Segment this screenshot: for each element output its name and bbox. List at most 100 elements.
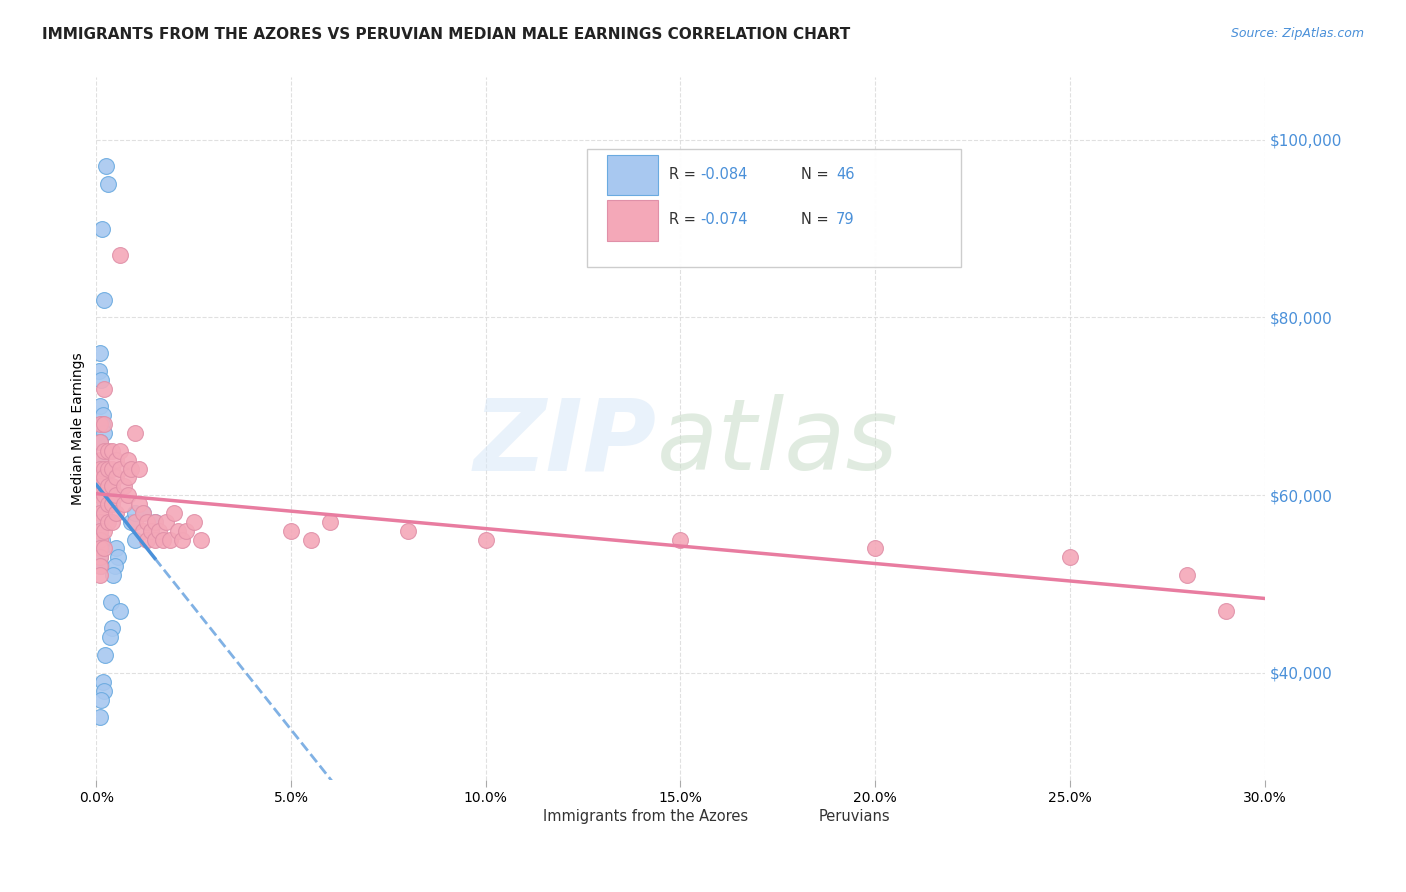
Point [101, 515, 124, 529]
FancyBboxPatch shape [782, 801, 815, 832]
Point [101, 622, 124, 636]
Point [163, 506, 186, 520]
Point [93, 382, 115, 396]
Point [101, 461, 124, 475]
Point [89, 417, 111, 431]
Point [155, 515, 177, 529]
Point [93, 425, 115, 440]
Point [104, 559, 127, 574]
Point [148, 524, 170, 538]
Point [94, 648, 117, 662]
Point [112, 497, 135, 511]
Point [90, 470, 112, 484]
Point [183, 515, 205, 529]
Point [107, 550, 129, 565]
Point [90, 559, 112, 574]
Point [174, 524, 197, 538]
Point [89, 399, 111, 413]
Point [89, 550, 111, 565]
Point [170, 533, 193, 547]
Point [93, 506, 115, 520]
Point [97, 443, 120, 458]
Point [474, 533, 496, 547]
Point [91, 533, 114, 547]
Point [89, 568, 111, 582]
Point [159, 533, 181, 547]
Point [152, 533, 174, 547]
Point [89, 434, 111, 449]
Point [124, 425, 146, 440]
Point [90, 452, 112, 467]
Point [128, 461, 150, 475]
Point [863, 541, 886, 556]
Point [89, 479, 111, 493]
Point [93, 506, 115, 520]
Point [89, 488, 111, 502]
Point [101, 497, 124, 511]
Point [89, 550, 111, 565]
Point [93, 417, 115, 431]
Point [143, 533, 166, 547]
Point [89, 461, 111, 475]
Point [89, 559, 111, 574]
Point [112, 479, 135, 493]
Point [93, 470, 115, 484]
Point [117, 470, 139, 484]
Text: N =: N = [801, 212, 832, 227]
Point [89, 364, 111, 378]
Point [93, 443, 115, 458]
Point [98, 631, 121, 645]
Point [319, 515, 342, 529]
FancyBboxPatch shape [607, 201, 658, 241]
Point [280, 524, 302, 538]
Point [90, 470, 112, 484]
Point [136, 515, 159, 529]
Y-axis label: Median Male Earnings: Median Male Earnings [72, 352, 86, 505]
Point [136, 533, 159, 547]
Point [94, 159, 117, 173]
Point [108, 604, 131, 618]
Point [90, 373, 112, 387]
Point [89, 488, 111, 502]
Point [101, 443, 124, 458]
Point [190, 533, 212, 547]
Text: Peruvians: Peruvians [818, 809, 890, 824]
Point [89, 515, 111, 529]
FancyBboxPatch shape [607, 154, 658, 195]
Text: 46: 46 [835, 167, 855, 182]
Point [89, 497, 111, 511]
Point [139, 524, 162, 538]
Point [89, 524, 111, 538]
Point [97, 479, 120, 493]
Text: R =: R = [669, 167, 700, 182]
Point [669, 533, 692, 547]
Point [120, 461, 142, 475]
Point [89, 524, 111, 538]
Point [143, 515, 166, 529]
Point [90, 541, 112, 556]
Point [139, 524, 162, 538]
Point [97, 461, 120, 475]
Text: 79: 79 [835, 212, 855, 227]
Text: Immigrants from the Azores: Immigrants from the Azores [543, 809, 748, 824]
Point [104, 541, 127, 556]
Point [93, 461, 115, 475]
Point [108, 461, 131, 475]
Point [132, 506, 155, 520]
Point [132, 506, 155, 520]
Point [120, 515, 142, 529]
Text: IMMIGRANTS FROM THE AZORES VS PERUVIAN MEDIAN MALE EARNINGS CORRELATION CHART: IMMIGRANTS FROM THE AZORES VS PERUVIAN M… [42, 27, 851, 42]
Point [104, 506, 127, 520]
Text: Source: ZipAtlas.com: Source: ZipAtlas.com [1230, 27, 1364, 40]
Point [93, 488, 115, 502]
Point [132, 524, 155, 538]
Point [89, 452, 111, 467]
Point [97, 497, 120, 511]
Point [104, 452, 127, 467]
Point [108, 443, 131, 458]
Point [93, 524, 115, 538]
Point [124, 506, 146, 520]
Point [90, 515, 112, 529]
Point [97, 177, 120, 191]
Point [93, 541, 115, 556]
